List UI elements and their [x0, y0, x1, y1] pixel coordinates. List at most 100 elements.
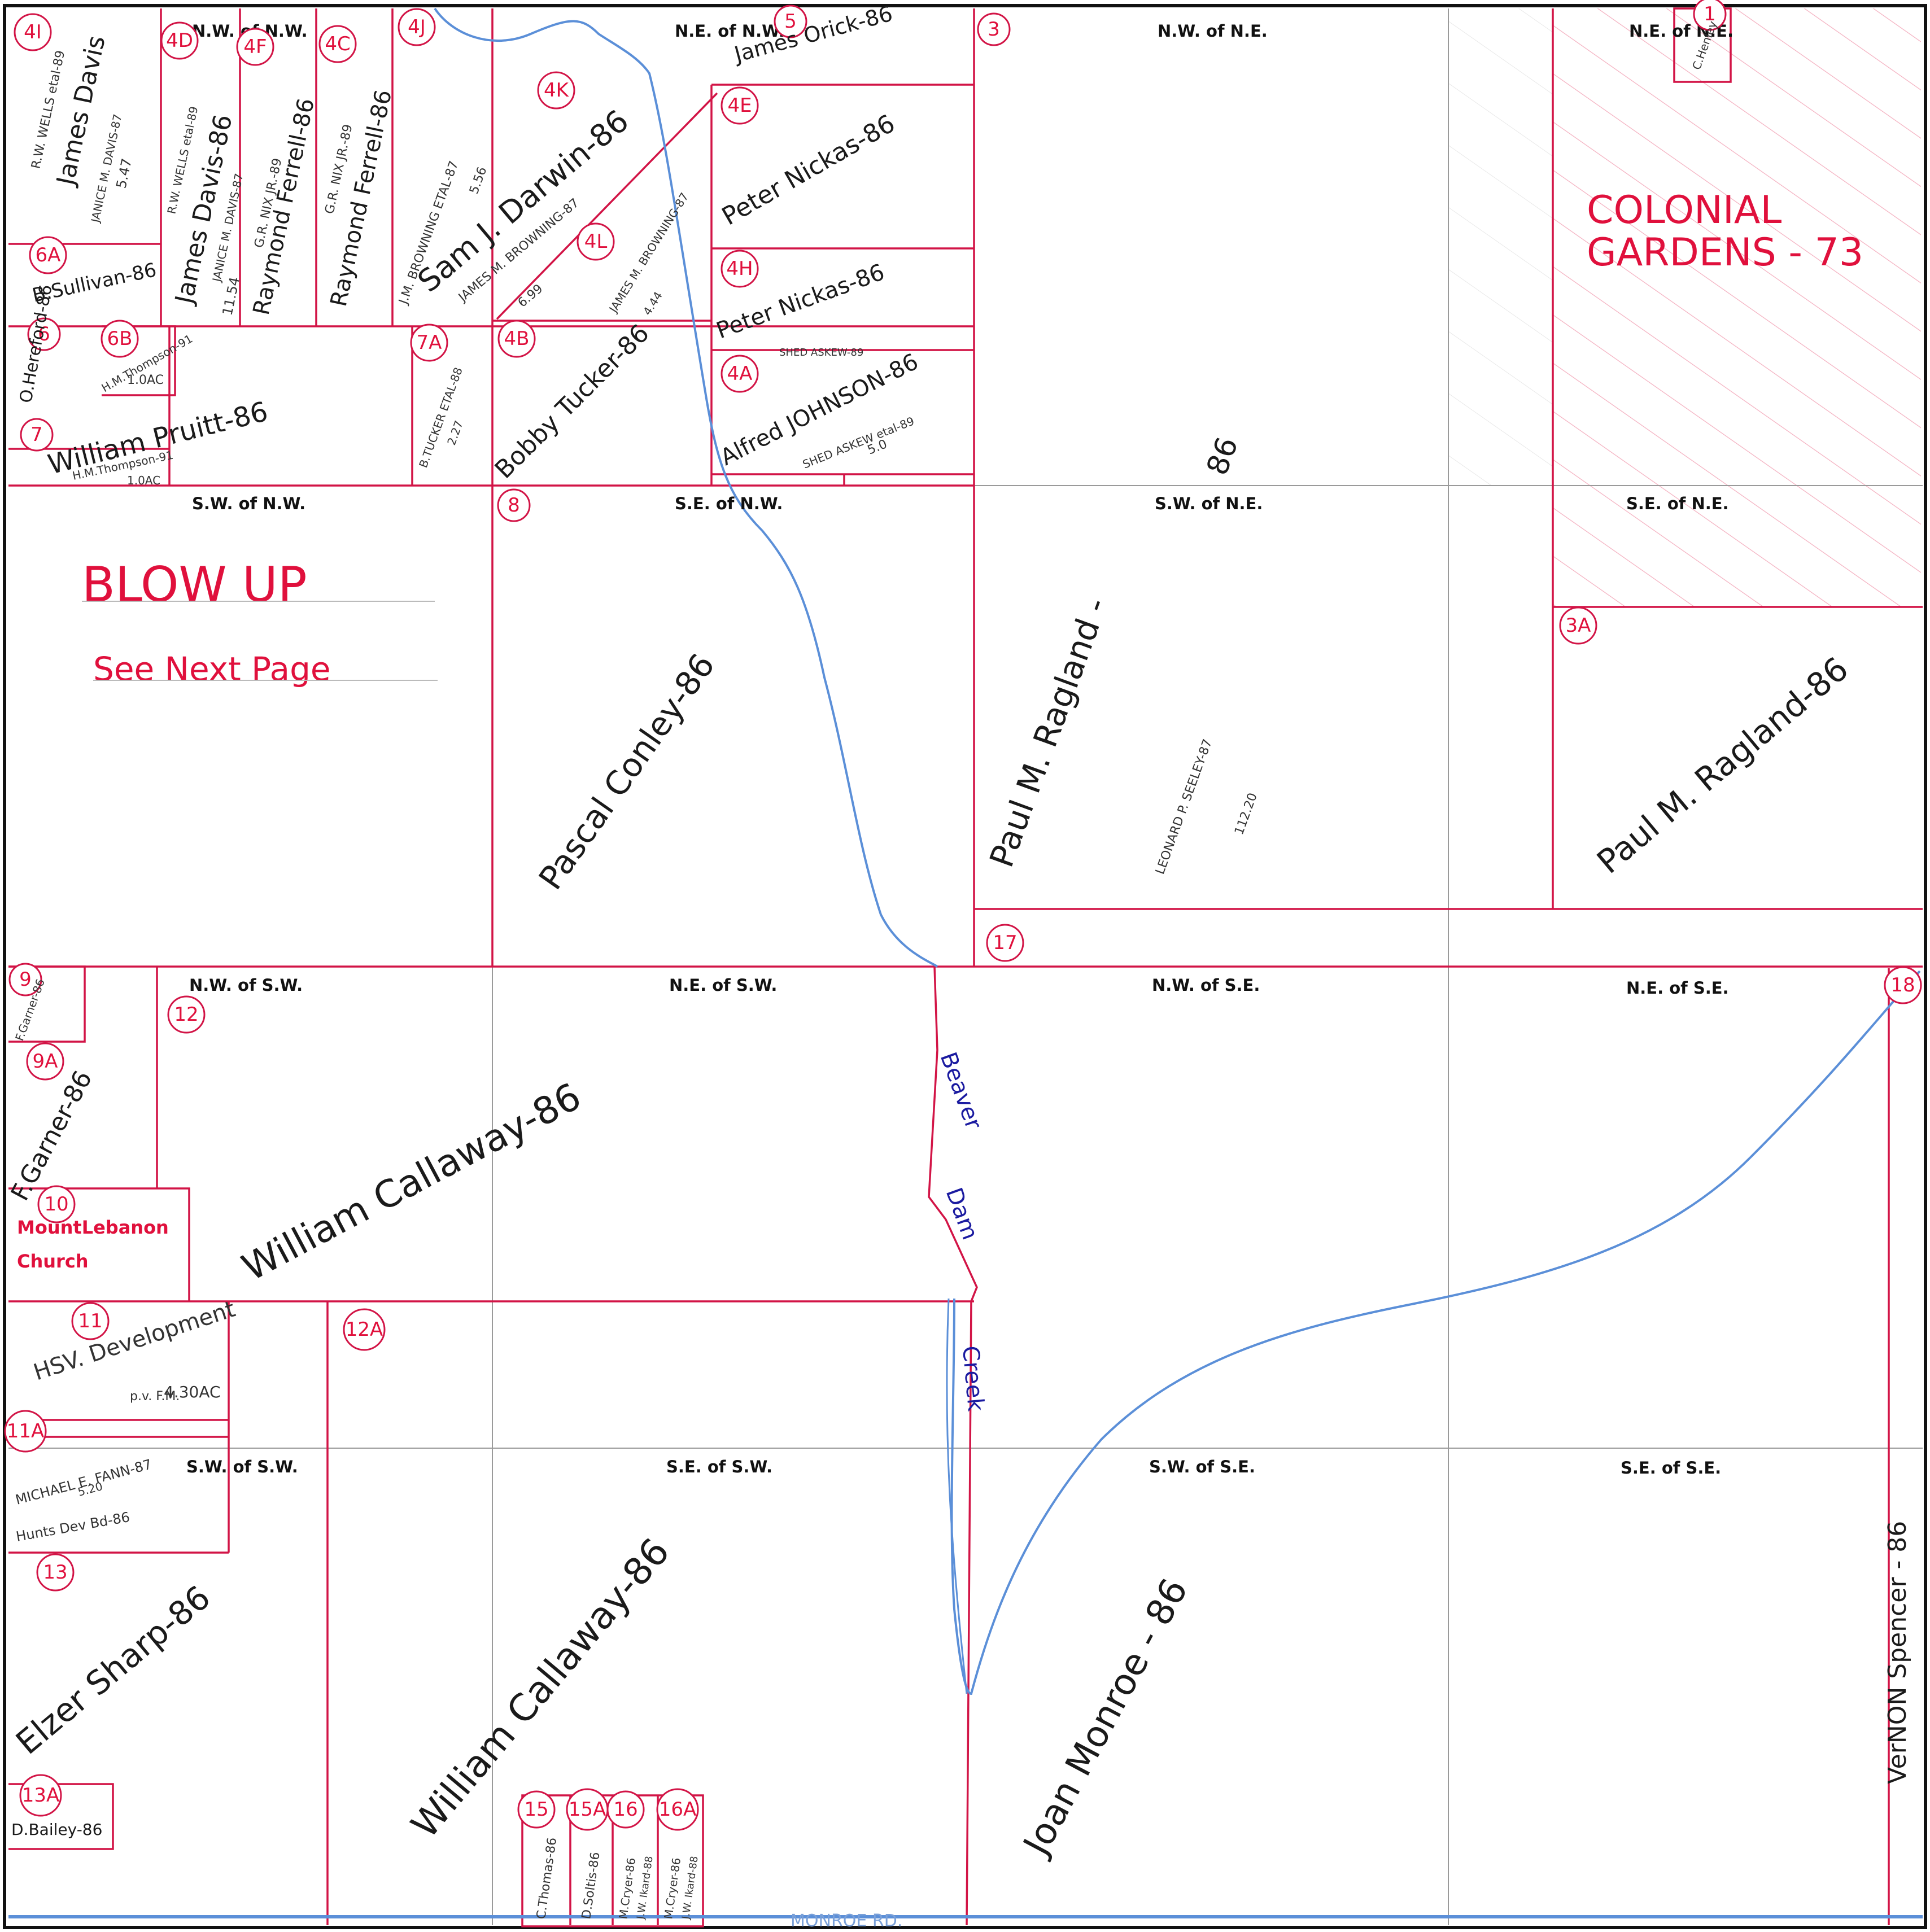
parcel-number-text: 11A — [7, 1420, 45, 1443]
parcel-number-11: 11 — [71, 1302, 110, 1340]
owner-hsv-acres: 4.30AC — [164, 1383, 221, 1401]
parcel-number-4i: 4I — [14, 13, 52, 51]
label-se-ne: S.E. of N.E. — [1626, 494, 1729, 513]
parcel-number-circle — [977, 12, 1011, 46]
red-labels: COLONIAL GARDENS - 73 BLOW UP See Next P… — [17, 188, 1863, 1272]
parcel-number-text: 16A — [659, 1798, 697, 1821]
parcel-number-text: 9 — [19, 968, 32, 991]
parcel-number-17: 17 — [986, 924, 1024, 962]
parcel-number-4e: 4E — [721, 86, 759, 125]
label-sw-nw: S.W. of N.W. — [192, 494, 305, 513]
parcel-number-circle — [721, 250, 759, 288]
parcel-number-circle — [774, 5, 807, 38]
church-line2: Church — [17, 1251, 89, 1272]
parcel-number-6b: 6B — [101, 320, 139, 358]
parcel-number-text: 4D — [166, 29, 193, 52]
parcel-number-4d: 4D — [160, 21, 199, 60]
parcel-number-18: 18 — [1884, 966, 1922, 1004]
label-nw-sw: N.W. of S.W. — [189, 976, 303, 995]
parcel-number-text: 15A — [569, 1798, 606, 1821]
parcel-number-circle — [4, 1410, 47, 1453]
parcel-number-circle — [167, 995, 206, 1034]
parcel-number-circle — [986, 924, 1024, 962]
parcel-number-circle — [497, 488, 531, 522]
parcel-number-9a: 9A — [26, 1042, 64, 1081]
parcel-number-16a: 16A — [656, 1788, 699, 1831]
creek-label-creek: Creek — [957, 1345, 989, 1413]
parcel-number-text: 4I — [24, 21, 42, 43]
parcel-number-15: 15 — [517, 1790, 556, 1829]
label-ne-se: N.E. of S.E. — [1626, 978, 1729, 998]
label-sw-se: S.W. of S.E. — [1149, 1457, 1255, 1476]
parcel-number-9: 9 — [8, 963, 42, 996]
parcel-number-text: 4B — [504, 327, 530, 350]
parcel-number-circle — [721, 86, 759, 125]
parcel-number-text: 13A — [22, 1784, 60, 1807]
parcel-number-circle — [577, 222, 615, 261]
label-ne-sw: N.E. of S.W. — [669, 976, 777, 995]
colonial-gardens-line1: COLONIAL — [1587, 188, 1781, 233]
parcel-lines — [8, 7, 1923, 1927]
parcel-number-1: 1 — [1693, 0, 1727, 31]
church-line1: MountLebanon — [17, 1217, 169, 1238]
parcel-number-circle — [14, 13, 52, 51]
parcel-number-13a: 13A — [19, 1774, 62, 1817]
parcel-number-11a: 11A — [4, 1410, 47, 1453]
owner-hm-acres-1: 1.0AC — [127, 373, 164, 387]
parcel-number-3: 3 — [977, 12, 1011, 46]
parcel-number-circle — [410, 324, 448, 362]
parcel-number-12a: 12A — [343, 1308, 386, 1351]
hatching-light — [1448, 8, 1553, 486]
parcel-number-text: 17 — [993, 932, 1017, 954]
parcel-number-text: 3 — [988, 18, 1000, 41]
parcel-number-text: 15 — [524, 1798, 548, 1821]
parcel-number-circle — [27, 317, 61, 351]
parcel-number-text: 11 — [78, 1310, 102, 1332]
label-se-sw: S.E. of S.W. — [666, 1457, 772, 1476]
parcel-number-circle — [236, 28, 274, 66]
label-se-nw: S.E. of N.W. — [675, 494, 783, 513]
parcel-number-text: 4C — [325, 33, 350, 55]
parcel-number-text: 6B — [107, 327, 133, 350]
parcel-number-text: 18 — [1890, 974, 1915, 996]
parcel-number-circle — [606, 1790, 645, 1829]
parcel-number-circles: 4I 4D 4F 4C 4J 5 3 4K 4E 4L 4H 4A 4B 6A 6 6B 7 7A 8 3A 17 9 9A… — [4, 0, 1922, 1831]
label-sw-ne: S.W. of N.E. — [1155, 494, 1263, 513]
parcel-number-text: 4L — [584, 230, 608, 253]
parcel-number-4k: 4K — [537, 71, 575, 110]
owner-hm-acres-2: 1.0AC — [127, 474, 160, 487]
label-nw-se: N.W. of S.E. — [1152, 976, 1260, 995]
parcel-number-16: 16 — [606, 1790, 645, 1829]
colonial-gardens-line2: GARDENS - 73 — [1587, 230, 1863, 275]
parcel-number-4a: 4A — [721, 355, 759, 393]
parcel-number-7: 7 — [20, 418, 54, 452]
owner-d-bailey: D.Bailey-86 — [11, 1820, 102, 1839]
parcel-number-text: 10 — [44, 1193, 68, 1216]
parcel-number-10: 10 — [37, 1185, 76, 1223]
parcel-number-text: 5 — [784, 10, 797, 33]
parcel-number-circle — [8, 963, 42, 996]
owner-shed-askew-1: SHED ASKEW-89 — [779, 347, 863, 359]
parcel-number-circle — [1693, 0, 1727, 31]
parcel-number-8: 8 — [497, 488, 531, 522]
parcel-number-circle — [36, 1553, 75, 1592]
parcel-number-4c: 4C — [318, 25, 357, 63]
label-sw-sw: S.W. of S.W. — [186, 1457, 298, 1476]
parcel-number-circle — [656, 1788, 699, 1831]
owner-vernon-spencer: VerNON Spencer - 86 — [1883, 1521, 1912, 1784]
parcel-number-circle — [37, 1185, 76, 1223]
parcel-number-text: 9A — [33, 1050, 58, 1073]
parcel-number-text: 16 — [613, 1798, 637, 1821]
parcel-number-13: 13 — [36, 1553, 75, 1592]
creek-lower — [950, 970, 1921, 1695]
parcel-number-text: 4F — [243, 36, 267, 58]
parcel-number-text: 4A — [727, 362, 753, 385]
see-next-page-label: See Next Page — [93, 650, 331, 688]
section-border — [3, 4, 1927, 1929]
parcel-number-text: 4K — [544, 79, 570, 102]
creek-branch — [946, 1298, 968, 1694]
parcel-number-circle — [101, 320, 139, 358]
parcel-number-text: 7 — [30, 423, 43, 446]
parcel-number-circle — [1884, 966, 1922, 1004]
label-nw-ne: N.W. of N.E. — [1158, 21, 1268, 41]
